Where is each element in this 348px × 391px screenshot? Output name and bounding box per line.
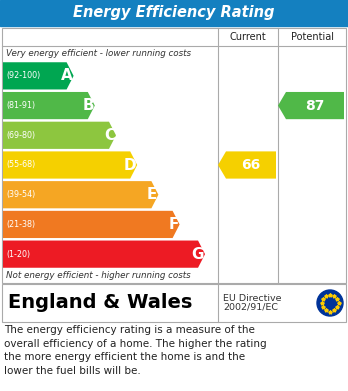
Text: C: C [104,128,115,143]
Text: 66: 66 [242,158,261,172]
Polygon shape [278,92,344,119]
Polygon shape [218,151,276,179]
Bar [2,28,346,283]
Text: (39-54): (39-54) [6,190,35,199]
Text: Energy Efficiency Rating: Energy Efficiency Rating [73,5,275,20]
Bar [2,284,346,322]
Text: Potential: Potential [291,32,333,42]
Text: (55-68): (55-68) [6,160,35,170]
Text: Current: Current [230,32,266,42]
Polygon shape [3,122,116,149]
Circle shape [317,290,343,316]
Text: A: A [61,68,73,83]
Text: (92-100): (92-100) [6,71,40,81]
Text: EU Directive: EU Directive [223,294,282,303]
Bar [0,0,348,26]
Text: Not energy efficient - higher running costs: Not energy efficient - higher running co… [6,271,191,280]
Text: England & Wales: England & Wales [8,294,192,312]
Polygon shape [3,92,95,119]
Polygon shape [3,240,205,268]
Polygon shape [3,211,180,238]
Polygon shape [3,181,158,208]
Polygon shape [3,62,73,90]
Text: (69-80): (69-80) [6,131,35,140]
Polygon shape [3,151,137,179]
Text: G: G [191,247,204,262]
Text: (81-91): (81-91) [6,101,35,110]
Text: (21-38): (21-38) [6,220,35,229]
Text: E: E [147,187,157,202]
Text: 87: 87 [305,99,325,113]
Text: (1-20): (1-20) [6,249,30,258]
Text: F: F [168,217,179,232]
Text: B: B [82,98,94,113]
Text: Very energy efficient - lower running costs: Very energy efficient - lower running co… [6,48,191,57]
Text: 2002/91/EC: 2002/91/EC [223,303,278,312]
Text: The energy efficiency rating is a measure of the
overall efficiency of a home. T: The energy efficiency rating is a measur… [4,325,267,376]
Text: D: D [124,158,136,172]
